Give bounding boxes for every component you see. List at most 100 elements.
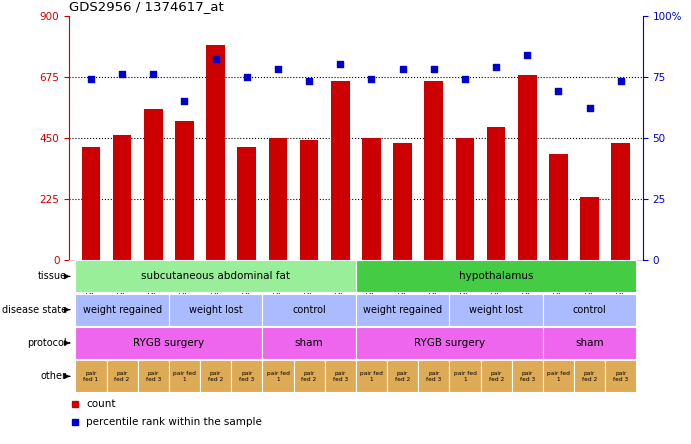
Text: pair
fed 1: pair fed 1 <box>84 371 99 382</box>
Bar <box>543 361 574 392</box>
Text: control: control <box>573 305 607 315</box>
Point <box>86 75 97 83</box>
Text: pair fed
1: pair fed 1 <box>173 371 196 382</box>
Bar <box>144 109 162 260</box>
Bar <box>574 361 605 392</box>
Bar <box>75 260 356 293</box>
Bar <box>263 327 356 359</box>
Bar <box>331 81 350 260</box>
Bar <box>325 361 356 392</box>
Bar <box>612 143 630 260</box>
Bar <box>300 140 319 260</box>
Point <box>148 71 159 78</box>
Text: sham: sham <box>295 338 323 348</box>
Text: subcutaneous abdominal fat: subcutaneous abdominal fat <box>141 271 290 281</box>
Bar <box>263 361 294 392</box>
Point <box>615 78 626 85</box>
Bar <box>455 138 474 260</box>
Bar <box>543 327 636 359</box>
Text: pair
fed 3: pair fed 3 <box>426 371 442 382</box>
Bar <box>356 260 636 293</box>
Bar <box>75 361 106 392</box>
Bar <box>294 361 325 392</box>
Point <box>117 71 128 78</box>
Bar <box>231 361 263 392</box>
Text: disease state: disease state <box>2 305 67 315</box>
Bar <box>356 294 449 326</box>
Text: percentile rank within the sample: percentile rank within the sample <box>86 417 262 427</box>
Text: pair
fed 2: pair fed 2 <box>395 371 410 382</box>
Text: sham: sham <box>576 338 604 348</box>
Text: RYGB surgery: RYGB surgery <box>133 338 205 348</box>
Bar <box>175 121 193 260</box>
Point <box>241 73 252 80</box>
Bar <box>449 361 480 392</box>
Bar <box>113 135 131 260</box>
Text: weight lost: weight lost <box>469 305 523 315</box>
Text: pair fed
1: pair fed 1 <box>360 371 383 382</box>
Bar <box>169 294 263 326</box>
Point <box>210 56 221 63</box>
Point <box>460 75 471 83</box>
Bar <box>362 138 381 260</box>
Text: pair
fed 3: pair fed 3 <box>520 371 535 382</box>
Bar <box>549 154 568 260</box>
Text: count: count <box>86 399 116 409</box>
Bar <box>75 327 263 359</box>
Text: weight lost: weight lost <box>189 305 243 315</box>
Text: GDS2956 / 1374617_at: GDS2956 / 1374617_at <box>69 0 224 13</box>
Bar <box>518 75 537 260</box>
Text: pair
fed 3: pair fed 3 <box>146 371 161 382</box>
Text: weight regained: weight regained <box>82 305 162 315</box>
Point <box>366 75 377 83</box>
Text: pair
fed 2: pair fed 2 <box>208 371 223 382</box>
Text: pair fed
1: pair fed 1 <box>453 371 476 382</box>
Bar <box>82 147 100 260</box>
Bar <box>106 361 138 392</box>
Bar <box>356 327 543 359</box>
Point <box>334 61 346 68</box>
Bar <box>75 294 169 326</box>
Bar <box>269 138 287 260</box>
Text: weight regained: weight regained <box>363 305 442 315</box>
Bar <box>356 361 387 392</box>
Bar <box>480 361 512 392</box>
Text: hypothalamus: hypothalamus <box>459 271 533 281</box>
Bar <box>580 197 599 260</box>
Bar <box>387 361 418 392</box>
Bar <box>206 45 225 260</box>
Point <box>522 51 533 58</box>
Point <box>272 66 283 73</box>
Point <box>553 88 564 95</box>
Bar <box>543 294 636 326</box>
Text: protocol: protocol <box>27 338 67 348</box>
Point <box>584 105 595 112</box>
Text: pair
fed 3: pair fed 3 <box>613 371 628 382</box>
Point <box>428 66 439 73</box>
Text: other: other <box>41 371 67 381</box>
Text: tissue: tissue <box>38 271 67 281</box>
Bar <box>512 361 543 392</box>
Text: control: control <box>292 305 326 315</box>
Bar <box>424 81 443 260</box>
Text: pair
fed 2: pair fed 2 <box>489 371 504 382</box>
Bar <box>449 294 543 326</box>
Bar <box>263 294 356 326</box>
Text: pair fed
1: pair fed 1 <box>267 371 290 382</box>
Bar <box>393 143 412 260</box>
Bar <box>605 361 636 392</box>
Text: pair
fed 3: pair fed 3 <box>239 371 254 382</box>
Text: pair fed
1: pair fed 1 <box>547 371 570 382</box>
Bar <box>238 147 256 260</box>
Point <box>179 98 190 105</box>
Point <box>397 66 408 73</box>
Point <box>491 63 502 71</box>
Text: pair
fed 2: pair fed 2 <box>115 371 130 382</box>
Bar <box>200 361 231 392</box>
Bar <box>138 361 169 392</box>
Text: RYGB surgery: RYGB surgery <box>414 338 485 348</box>
Text: pair
fed 2: pair fed 2 <box>301 371 316 382</box>
Bar <box>169 361 200 392</box>
Bar <box>418 361 449 392</box>
Text: pair
fed 3: pair fed 3 <box>332 371 348 382</box>
